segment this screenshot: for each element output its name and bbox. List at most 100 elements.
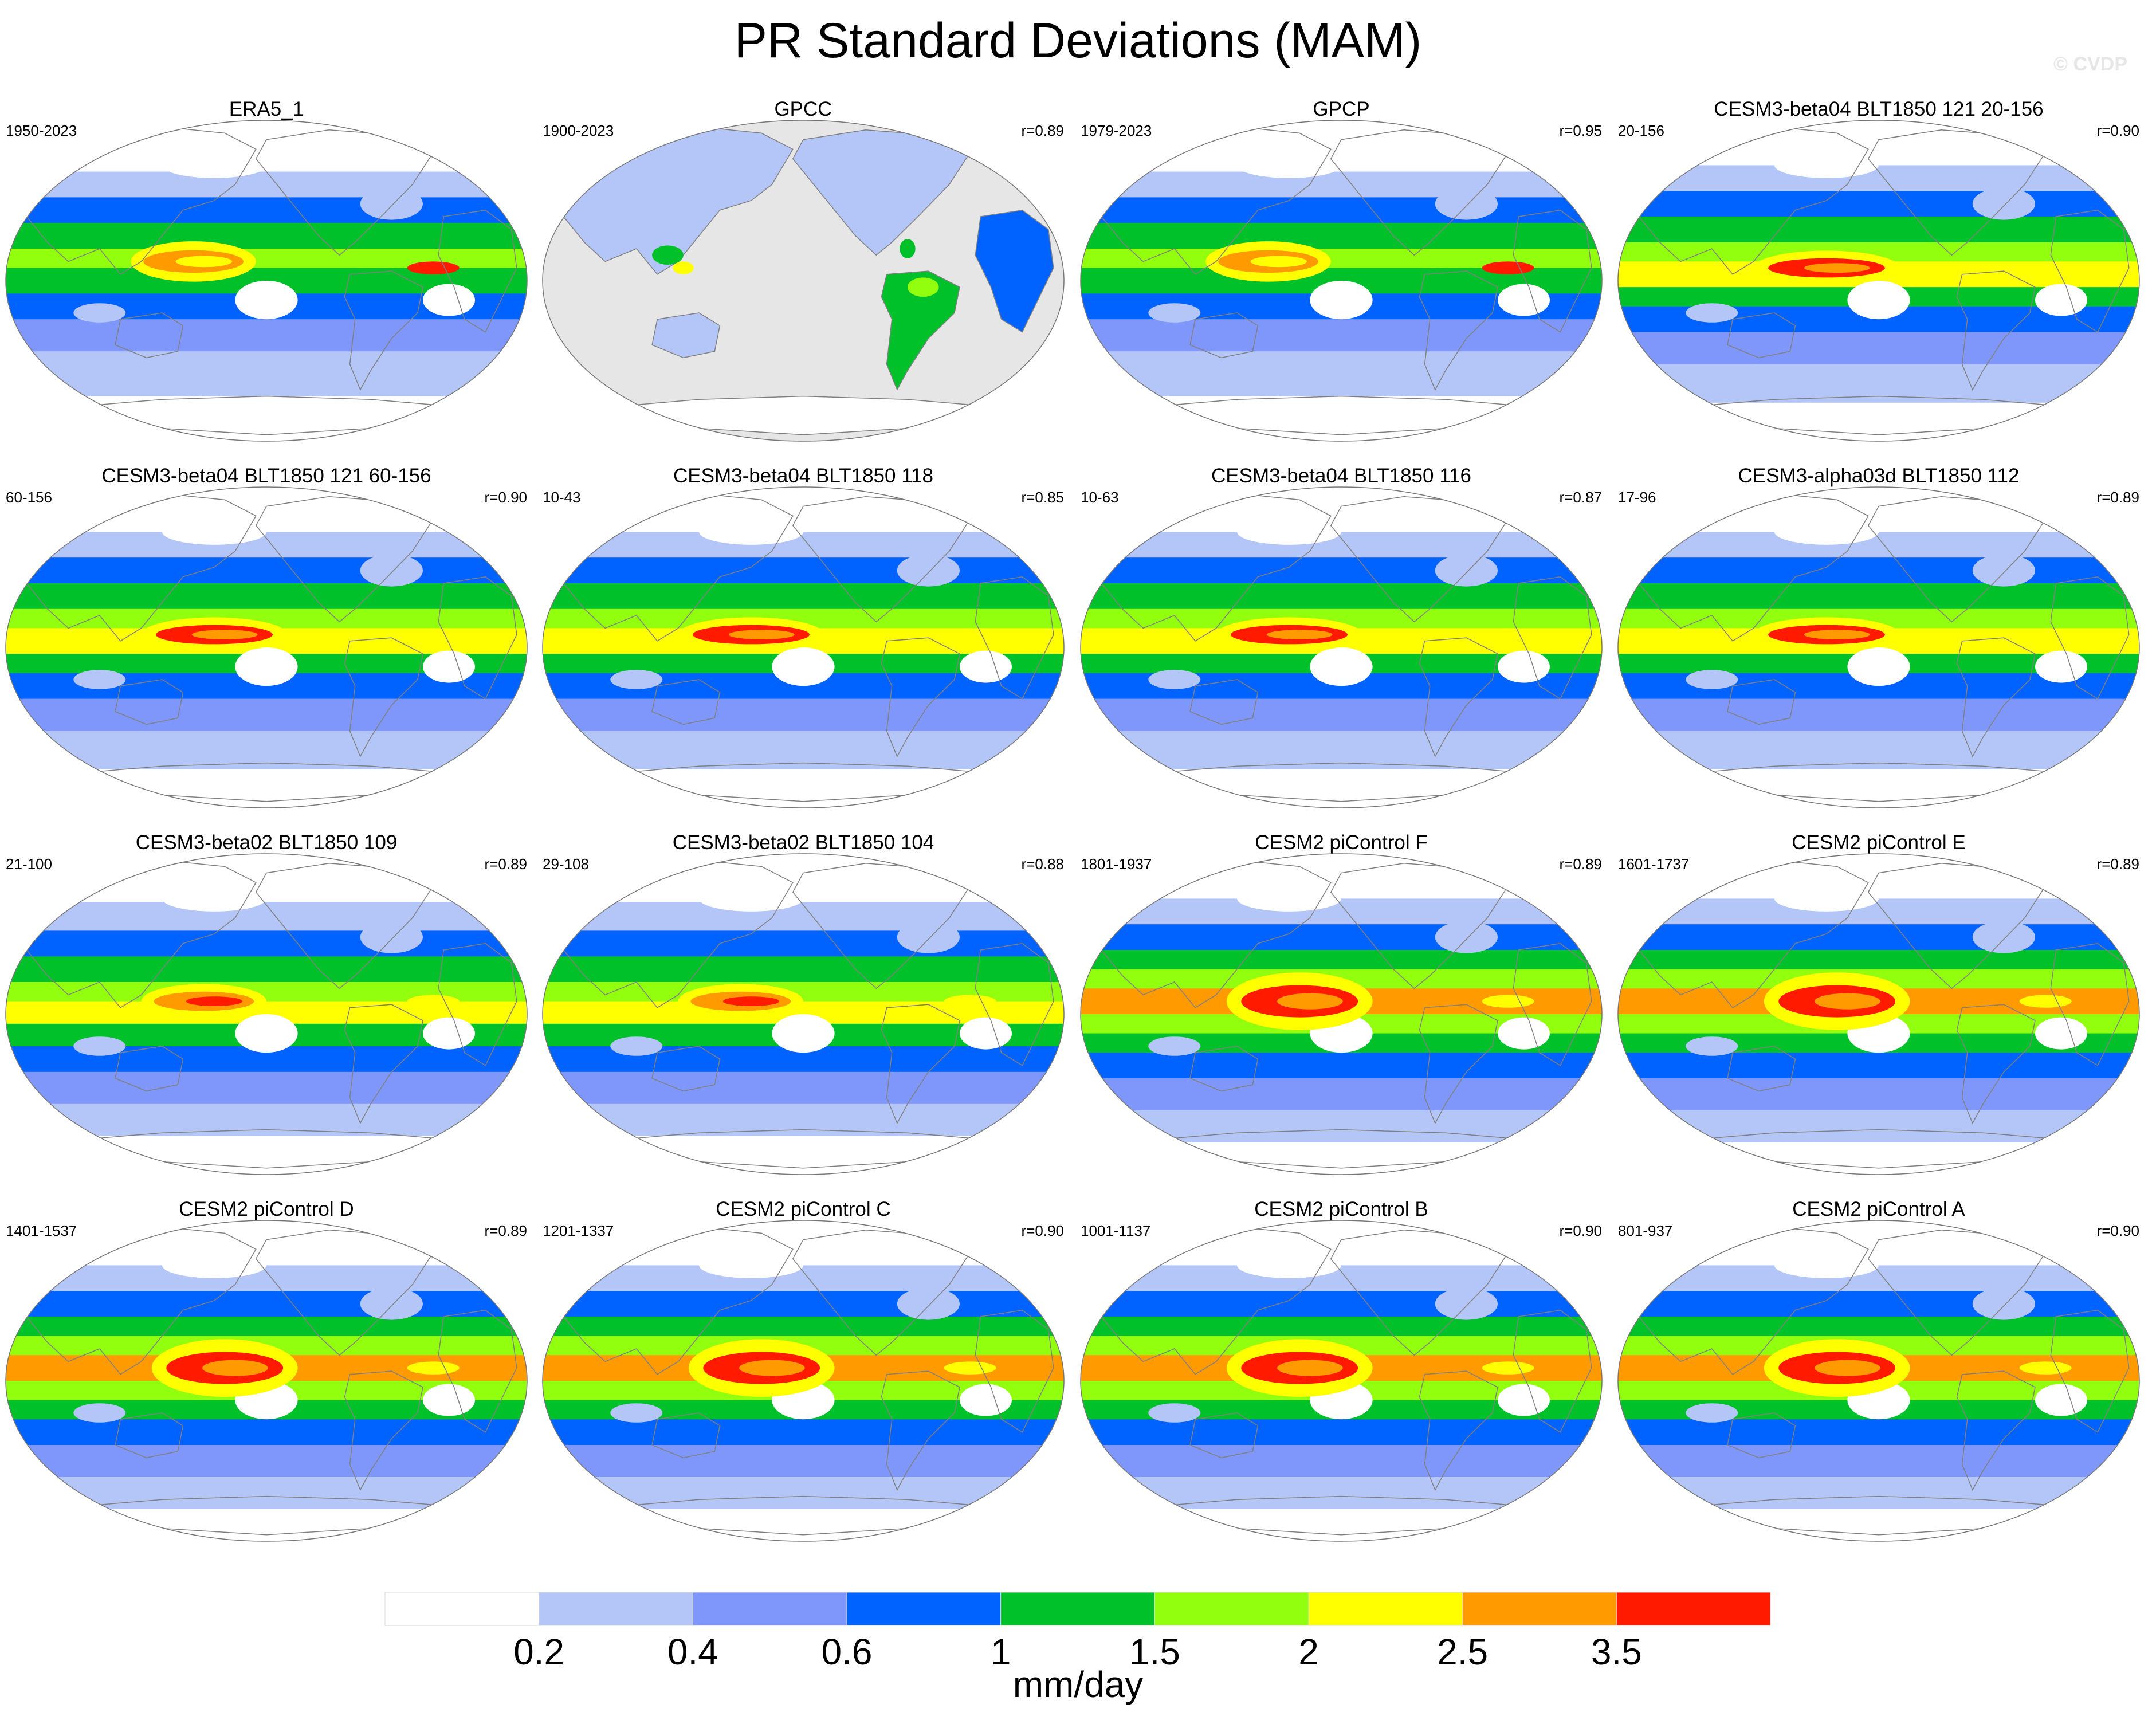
- map-panel: CESM2 piControl D 1401-1537 r=0.89: [0, 1197, 533, 1564]
- figure-title: PR Standard Deviations (MAM): [734, 13, 1422, 68]
- dry-zone: [1310, 647, 1373, 686]
- precip-band: [6, 1317, 527, 1337]
- dry-zone: [1774, 519, 1879, 545]
- panel-correlation: r=0.89: [484, 1222, 527, 1239]
- panel-title: GPCC: [774, 98, 832, 120]
- tropical-pacific-core: [202, 1360, 268, 1376]
- coastline: [2050, 1310, 2130, 1433]
- precip-band: [543, 698, 1064, 732]
- precip-band: [543, 1317, 1064, 1337]
- dry-zone: [423, 1384, 475, 1416]
- dry-zone: [610, 1403, 663, 1423]
- dry-zone: [610, 1036, 663, 1056]
- precip-highlight: [652, 245, 684, 265]
- dry-zone: [2035, 1017, 2087, 1050]
- precip-band: [1618, 1053, 2139, 1079]
- precip-band: [1618, 1445, 2139, 1478]
- watermark: © CVDP: [2053, 53, 2127, 75]
- dry-zone: [1237, 152, 1341, 178]
- coastline: [2050, 576, 2130, 700]
- coastline: [344, 637, 423, 758]
- panel-correlation: r=0.88: [1021, 855, 1064, 873]
- panel-correlation: r=0.90: [2096, 122, 2139, 139]
- colorbar-tick-label: 0.6: [822, 1631, 873, 1672]
- map-border: [1080, 1220, 1603, 1542]
- dry-zone: [423, 1017, 475, 1050]
- colorbar-tick-label: 0.2: [513, 1631, 564, 1672]
- dry-zone: [73, 303, 126, 323]
- dry-zone: [1435, 921, 1498, 953]
- coastline: [115, 312, 184, 359]
- coastline: [1727, 1046, 1796, 1092]
- precip-band: [1618, 165, 2139, 192]
- coastline: [1513, 210, 1592, 333]
- precip-band: [543, 1265, 1064, 1292]
- map-border: [1617, 1220, 2140, 1542]
- precip-band: [543, 1419, 1064, 1446]
- dry-zone: [162, 886, 266, 912]
- map-panel: CESM3-beta02 BLT1850 104 29-108 r=0.88: [537, 831, 1070, 1197]
- map-border: [542, 120, 1065, 442]
- precip-band: [1081, 557, 1602, 584]
- map-plot: [1080, 1220, 1603, 1542]
- coastline: [115, 1412, 184, 1459]
- precip-highlight: [673, 261, 694, 274]
- dry-zone: [1972, 187, 2035, 220]
- panel-years: 60-156: [6, 489, 52, 506]
- precip-band: [1618, 217, 2139, 243]
- dry-zone: [73, 1403, 126, 1423]
- precip-band: [6, 1265, 527, 1292]
- colorbar-swatch: [846, 1592, 1002, 1626]
- map-panel: CESM3-beta04 BLT1850 116 10-63 r=0.87: [1075, 464, 1608, 831]
- land-region: [651, 312, 721, 359]
- map-plot: [542, 853, 1065, 1175]
- precip-band: [1081, 197, 1602, 224]
- precip-band: [1081, 1419, 1602, 1446]
- precip-band: [1081, 171, 1602, 198]
- coastline: [1513, 1310, 1592, 1433]
- precip-band: [1618, 1078, 2139, 1111]
- dry-zone: [1972, 1287, 2035, 1320]
- colorbar-swatch: [1616, 1592, 1771, 1626]
- precip-band: [543, 532, 1064, 559]
- panel-years: 1950-2023: [6, 122, 77, 139]
- panel-title: GPCP: [1313, 98, 1370, 120]
- colorbar-swatch: [539, 1592, 693, 1626]
- panel-correlation: r=0.85: [1021, 489, 1064, 506]
- precip-band: [543, 930, 1064, 957]
- precip-band: [6, 1103, 527, 1137]
- panel-years: 20-156: [1618, 122, 1664, 139]
- dry-zone: [1148, 303, 1201, 323]
- panel-title: CESM2 piControl C: [716, 1198, 891, 1220]
- precip-band: [6, 319, 527, 352]
- panel-years: 10-63: [1081, 489, 1119, 506]
- dry-zone: [1435, 187, 1498, 220]
- dry-zone: [960, 1017, 1012, 1050]
- panel-title: CESM3-beta02 BLT1850 104: [672, 831, 934, 854]
- precip-band: [6, 532, 527, 559]
- precip-band: [6, 731, 527, 770]
- precip-band: [543, 1103, 1064, 1137]
- map-border: [1617, 853, 2140, 1175]
- coastline: [557, 493, 794, 642]
- panel-years: 17-96: [1618, 489, 1656, 506]
- panel-title: CESM2 piControl A: [1792, 1198, 1965, 1220]
- precip-band: [1081, 698, 1602, 732]
- coastline: [1633, 1226, 1869, 1375]
- map-panel: CESM3-alpha03d BLT1850 112 17-96 r=0.89: [1612, 464, 2145, 831]
- precip-band: [1081, 731, 1602, 770]
- panel-years: 21-100: [6, 855, 52, 873]
- precip-band: [1618, 950, 2139, 970]
- dry-zone: [1148, 670, 1201, 689]
- dry-zone: [1435, 554, 1498, 587]
- panel-correlation: r=0.90: [1021, 1222, 1064, 1239]
- coastline: [881, 1370, 960, 1491]
- precip-band: [6, 1445, 527, 1478]
- tropical-pacific-core: [1815, 993, 1880, 1010]
- dry-zone: [1774, 886, 1879, 912]
- dry-zone: [1774, 152, 1879, 178]
- dry-zone: [423, 284, 475, 316]
- map-plot: [1617, 1220, 2140, 1542]
- colorbar-tick-label: 2: [1298, 1631, 1319, 1672]
- map-panel: CESM3-beta04 BLT1850 121 60-156 60-156 r=0…: [0, 464, 533, 831]
